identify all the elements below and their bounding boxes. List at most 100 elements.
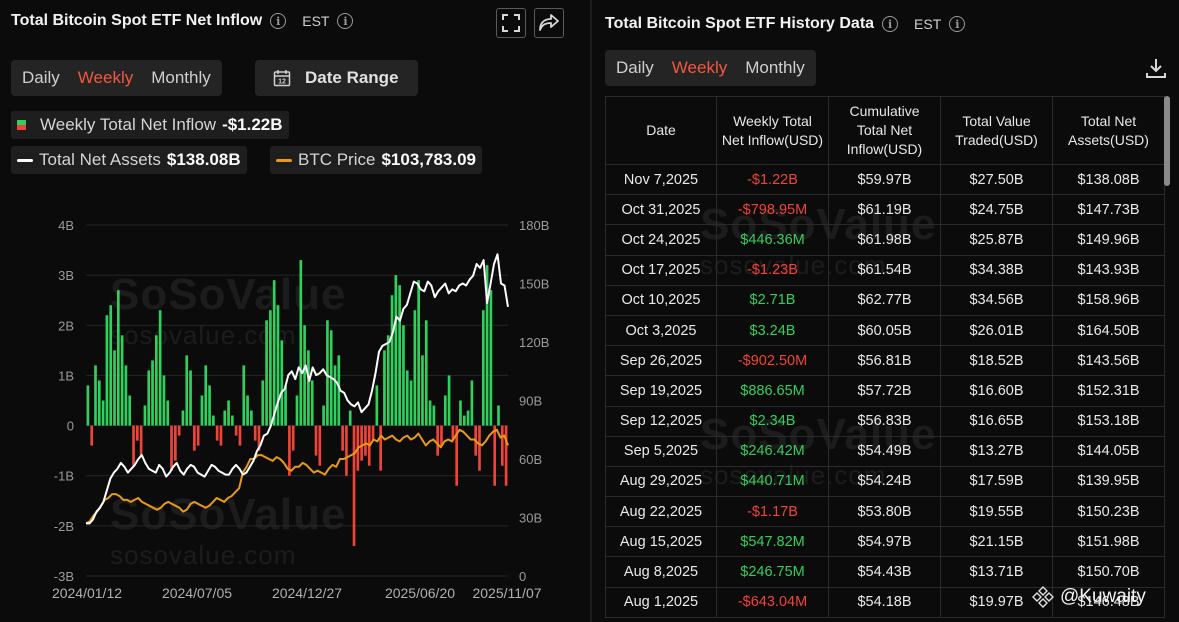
inflow-bar <box>181 410 185 426</box>
table-cell: $27.50B <box>940 163 1053 196</box>
inflow-bar <box>109 305 113 426</box>
table-cell: $138.08B <box>1052 163 1165 196</box>
inflow-bar <box>459 400 462 426</box>
inflow-bar <box>341 425 344 451</box>
inflow-bar <box>443 395 447 426</box>
table-cell: $143.56B <box>1052 345 1165 377</box>
inflow-bar <box>189 370 192 426</box>
column-header: Total Net Assets(USD) <box>1052 96 1165 165</box>
y-left-tick-label: 1B <box>58 368 74 383</box>
x-tick-label: 2024/07/05 <box>162 585 232 601</box>
table-row[interactable]: Oct 31,2025 -$798.95M $61.19B $24.75B $147.7… <box>605 194 1165 226</box>
inflow-bar <box>101 400 105 426</box>
download-button[interactable] <box>1144 56 1168 85</box>
table-cell: Sep 5,2025 <box>605 435 717 467</box>
inflow-bar <box>466 410 470 426</box>
y-right-tick-label: 120B <box>519 335 549 350</box>
left-period-tabs: Daily Weekly Monthly <box>11 60 222 96</box>
table-row[interactable]: Aug 1,2025 -$643.04M $54.18B $19.97B $146.48… <box>605 586 1165 618</box>
inflow-bar <box>348 410 352 426</box>
table-row[interactable]: Oct 3,2025 $3.24B $60.05B $26.01B $164.50B <box>605 314 1165 347</box>
inflow-bar <box>390 295 394 426</box>
table-row[interactable]: Sep 19,2025 $886.65M $57.72B $16.60B $152.31… <box>605 375 1165 407</box>
table-row[interactable]: Aug 29,2025 $440.71M $54.24B $17.59B $139.95… <box>605 465 1165 498</box>
inflow-bar <box>234 425 238 436</box>
calendar-icon: 12 <box>273 70 291 87</box>
table-cell: Oct 10,2025 <box>605 284 717 316</box>
table-cell: $139.95B <box>1052 465 1165 498</box>
tab-daily[interactable]: Daily <box>22 68 60 87</box>
tab-daily[interactable]: Daily <box>616 58 654 77</box>
inflow-chart[interactable]: 4B 3B 2B 1B 0 -1B -2B -3B 180B 150B 120B 90B 60B 30B 0… <box>0 0 590 622</box>
inflow-swatch-icon <box>17 120 26 130</box>
inflow-bar <box>379 425 382 471</box>
inflow-bar <box>447 375 451 426</box>
inflow-bar <box>478 425 481 471</box>
table-row[interactable]: Oct 17,2025 -$1.23B $61.54B $34.38B $143.93B <box>605 254 1165 286</box>
column-header: Weekly Total Net Inflow(USD) <box>716 96 829 165</box>
legend-btc-price[interactable]: BTC Price $103,783.09 <box>270 146 483 174</box>
table-row[interactable]: Sep 12,2025 $2.34B $56.83B $16.65B $153.18B <box>605 405 1165 437</box>
table-cell: $246.75M <box>716 556 829 588</box>
y-left-tick-label: 3B <box>58 268 74 283</box>
table-cell: $149.96B <box>1052 224 1165 256</box>
inflow-bar <box>116 290 120 426</box>
table-cell: $2.34B <box>716 405 829 437</box>
fullscreen-button[interactable] <box>496 8 526 38</box>
inflow-bar <box>481 310 485 426</box>
table-cell: $54.49B <box>828 435 941 467</box>
info-icon[interactable]: i <box>270 13 287 29</box>
table-row[interactable]: Nov 7,2025 -$1.22B $59.97B $27.50B $138.08B <box>605 163 1165 196</box>
inflow-bar <box>504 425 508 486</box>
table-cell: $54.24B <box>828 465 941 498</box>
table-scrollbar[interactable] <box>1164 96 1170 186</box>
info-icon[interactable]: i <box>882 16 899 32</box>
inflow-bar <box>219 425 223 446</box>
table-cell: Sep 12,2025 <box>605 405 717 437</box>
table-row[interactable]: Aug 22,2025 -$1.17B $53.80B $19.55B $150.23B <box>605 496 1165 528</box>
inflow-bar <box>208 385 211 426</box>
history-header: Total Bitcoin Spot ETF History Data i ES… <box>605 15 966 33</box>
table-row[interactable]: Sep 5,2025 $246.42M $54.49B $13.27B $144.05B <box>605 435 1165 467</box>
inflow-bar <box>409 380 413 426</box>
table-cell: $34.56B <box>940 284 1053 316</box>
date-range-label: Date Range <box>305 68 399 87</box>
tab-monthly[interactable]: Monthly <box>745 58 805 77</box>
legend-inflow-value: -$1.22B <box>222 115 283 134</box>
inflow-bar <box>242 365 246 426</box>
legend-net-assets[interactable]: Total Net Assets $138.08B <box>11 146 247 174</box>
inflow-bar <box>231 415 234 426</box>
inflow-bar <box>143 405 147 426</box>
share-button[interactable] <box>534 8 564 38</box>
tab-monthly[interactable]: Monthly <box>151 68 211 87</box>
table-row[interactable]: Aug 8,2025 $246.75M $54.43B $13.71B $150.70B <box>605 556 1165 588</box>
panel-divider <box>590 0 592 622</box>
inflow-bar <box>386 335 390 426</box>
table-row[interactable]: Sep 26,2025 -$902.50M $56.81B $18.52B $143.5… <box>605 345 1165 377</box>
inflow-bar <box>151 360 154 426</box>
table-cell: $53.80B <box>828 496 941 528</box>
table-row[interactable]: Oct 24,2025 $446.36M $61.98B $25.87B $149.96… <box>605 224 1165 256</box>
inflow-bar <box>364 425 367 456</box>
tab-weekly[interactable]: Weekly <box>671 58 728 77</box>
table-cell: $152.31B <box>1052 375 1165 407</box>
timezone-info-icon[interactable]: i <box>949 16 966 32</box>
inflow-bar <box>375 385 379 426</box>
timezone-info-icon[interactable]: i <box>337 13 354 29</box>
inflow-bar <box>280 340 284 426</box>
y-right-tick-label: 150B <box>519 277 549 292</box>
chart-header: Total Bitcoin Spot ETF Net Inflow i EST … <box>11 12 354 30</box>
date-range-button[interactable]: 12 Date Range <box>255 60 418 96</box>
inflow-bar <box>223 410 227 426</box>
table-row[interactable]: Oct 10,2025 $2.71B $62.77B $34.56B $158.96B <box>605 284 1165 316</box>
inflow-bar <box>360 425 363 461</box>
table-row[interactable]: Aug 15,2025 $547.82M $54.97B $21.15B $151.98… <box>605 526 1165 558</box>
table-cell: -$1.23B <box>716 254 829 286</box>
legend-inflow[interactable]: Weekly Total Net Inflow -$1.22B <box>11 111 289 139</box>
inflow-bar <box>170 425 173 471</box>
inflow-bar <box>238 425 242 446</box>
tab-weekly[interactable]: Weekly <box>77 68 134 87</box>
table-cell: $446.36M <box>716 224 829 256</box>
inflow-bar <box>196 425 200 446</box>
table-cell: Aug 1,2025 <box>605 586 717 618</box>
